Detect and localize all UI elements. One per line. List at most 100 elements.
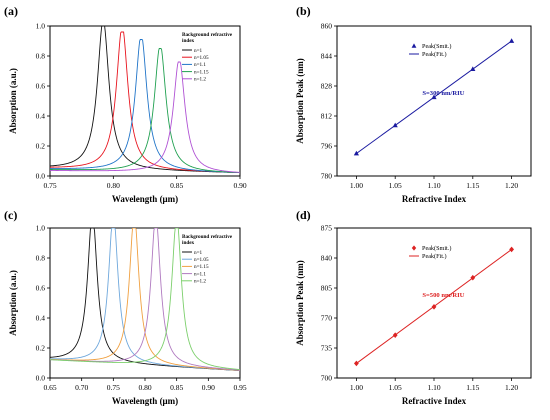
panel-label-a: (a) [4,4,18,18]
data-point [353,150,359,156]
data-point [509,38,515,43]
series-line-1 [50,228,240,372]
y-tick-label: 840 [321,254,333,263]
x-tick-label: 1.05 [389,181,402,190]
x-axis-label: Refractive Index [402,396,467,406]
x-tick-label: 0.80 [107,181,120,190]
series-line-2 [50,31,240,173]
y-tick-label: 0.2 [36,142,46,151]
y-tick-label: 844 [321,52,333,61]
legend-label: n=1.2 [194,279,206,285]
chart-b: 1.00 1.05 1.10 1.15 1.20 780 796 812 828 844 860 Re… [295,22,532,204]
legend-title-line: Background refractive [182,32,233,38]
y-tick-label: 0.6 [36,82,46,91]
y-tick-label: 1.0 [36,224,46,233]
legend-label: n=1 [194,48,203,54]
x-tick-label: 1.00 [350,181,363,190]
y-tick-label: 0.6 [36,284,46,293]
x-axis-label: Refractive Index [402,194,467,204]
series-line-3 [50,228,240,371]
data-point [392,332,398,338]
sensitivity-annotation: S=500 nm/RIU [422,292,464,299]
x-tick-label: 0.80 [138,383,151,392]
x-tick-label: 0.85 [170,383,183,392]
x-tick-label: 1.15 [466,181,479,190]
y-tick-label: 1.0 [36,22,46,31]
legend-label: Peak(Fit.) [422,253,447,260]
data-point [470,274,476,281]
plot-area [353,38,515,156]
y-tick-label: 0.4 [36,314,46,323]
series-line-3 [50,39,240,174]
x-tick-label: 1.05 [389,383,402,392]
legend-label: n=1.15 [194,264,209,270]
y-tick-label: 735 [321,344,333,353]
plot-frame [49,227,241,379]
legend-label: n=1 [194,250,203,256]
y-tick-label: 805 [321,284,333,293]
legend-title: Background refractive index [182,32,233,44]
y-tick-label: 860 [321,22,333,31]
panel-label-d: (d) [296,208,311,222]
x-tick-label: 0.95 [233,383,246,392]
data-point [509,246,514,253]
chart-c: 0.65 0.70 0.75 0.80 0.85 0.90 0.95 0.0 0.2 0.4 0.6… [8,224,247,406]
x-tick-label: 1.10 [427,181,440,190]
x-tick-label: 0.65 [43,383,56,392]
y-tick-label: 0.8 [36,254,46,263]
series-line-5 [50,228,240,371]
y-axis-label: Absorption (a.u.) [8,68,18,134]
y-tick-label: 0.0 [36,374,46,383]
legend-label: n=1.1 [194,271,206,277]
panel-label-c: (c) [4,208,18,222]
y-axis-label: Absorption Peak (nm) [295,260,305,346]
x-tick-label: 0.85 [170,181,183,190]
data-point [470,66,476,72]
legend-label: n=1.1 [194,62,206,68]
panel-label-b: (b) [296,4,311,18]
y-axis-label: Absorption Peak (nm) [295,58,305,144]
legend-label: Peak(Smit.) [422,43,451,50]
y-tick-label: 796 [321,142,333,151]
data-point [354,360,359,367]
y-axis-label: Absorption (a.u.) [8,270,18,336]
y-tick-label: 875 [321,224,333,233]
plot-area [354,246,514,367]
plot-area [50,26,240,174]
x-axis-label: Wavelength (μm) [112,194,178,204]
x-axis-label: Wavelength (μm) [112,396,178,406]
y-tick-label: 812 [321,112,333,121]
x-tick-label: 1.10 [427,383,440,392]
legend-title-line: index [182,240,195,246]
x-tick-label: 0.90 [202,383,215,392]
y-tick-label: 780 [321,172,333,181]
legend-label: n=1.2 [194,77,206,83]
legend-label: n=1.15 [194,69,209,75]
x-tick-label: 0.70 [75,383,88,392]
legend-title-line: index [182,38,195,44]
y-tick-label: 828 [321,82,333,91]
sensitivity-annotation: S=300 nm/RIU [422,90,464,97]
x-tick-label: 0.75 [43,181,56,190]
series-line-4 [50,48,240,174]
y-tick-label: 0.4 [36,112,46,121]
legend-title-line: Background refractive [182,234,233,240]
data-point [431,94,437,100]
series-line-5 [50,61,240,173]
y-tick-label: 700 [321,374,333,383]
plot-area [50,228,240,372]
legend-label: Peak(Smit.) [422,245,451,252]
legend-marker [411,43,417,48]
y-tick-label: 0.0 [36,172,46,181]
series-line-2 [50,228,240,371]
y-tick-label: 0.2 [36,344,46,353]
x-tick-label: 1.15 [466,383,479,392]
legend-label: Peak(Fit.) [422,51,447,58]
legend-label: n=1.05 [194,55,209,61]
x-tick-label: 0.90 [233,181,246,190]
series-line-4 [50,228,240,371]
legend-label: n=1.05 [194,257,209,263]
x-tick-label: 1.00 [350,383,363,392]
